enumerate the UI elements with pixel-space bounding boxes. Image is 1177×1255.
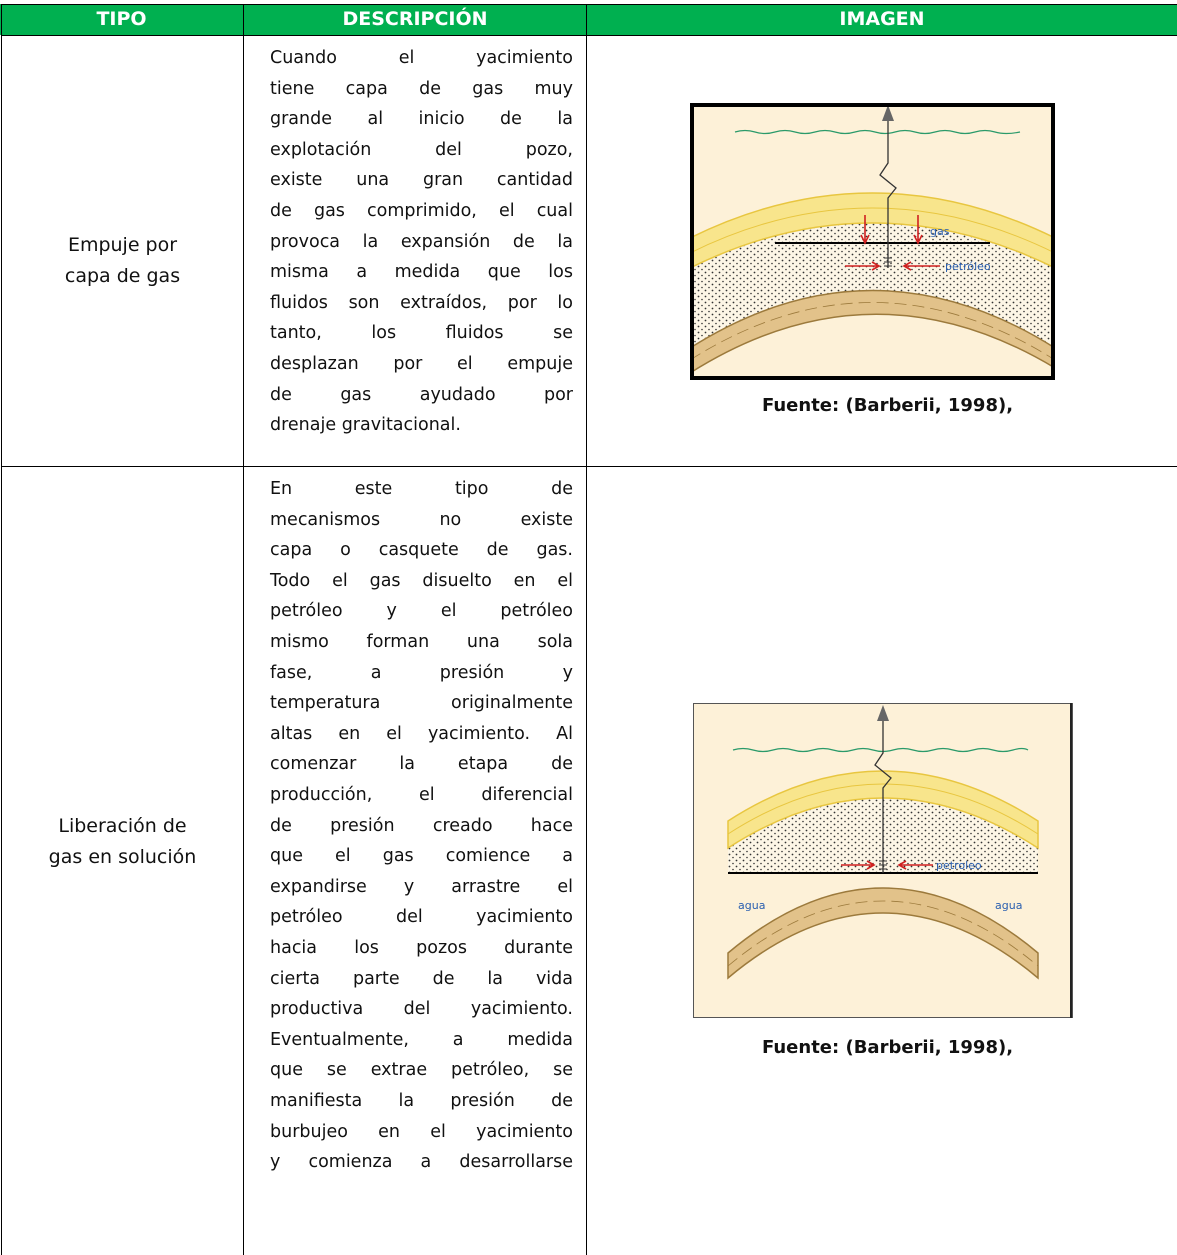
image-caption: Fuente: (Barberii, 1998), [761, 395, 1014, 416]
description-line: tanto, los fluidos se [270, 323, 573, 344]
header-cell: DESCRIPCIÓN [244, 4, 586, 35]
description-line: hacia los pozos durante [270, 938, 573, 958]
description-line: que se extrae petróleo, se [270, 1060, 573, 1081]
description-line: capa o casquete de gas. [270, 540, 573, 561]
header-cell: IMAGEN [587, 4, 1177, 35]
description-line: y comienza a desarrollarse [270, 1152, 573, 1173]
table-border [586, 4, 587, 1255]
description-line: manifiesta la presión de [270, 1091, 573, 1111]
description-line: producción, el diferencial [270, 785, 573, 805]
diagram-label: agua [738, 899, 765, 912]
diagram-label: gas [930, 225, 950, 238]
diagram-label: petróleo [945, 260, 991, 273]
diagram: petroleo agua agua [693, 703, 1073, 1018]
header-cell: TIPO [0, 4, 243, 35]
description-line: En este tipo de [270, 479, 573, 499]
description-line: mismo forman una sola [270, 632, 573, 652]
type-text: Empuje por [67, 233, 178, 256]
table-border [1, 4, 1177, 5]
table-border [243, 4, 244, 1255]
description-line: mecanismos no existe [270, 509, 573, 530]
description-line: temperatura originalmente [270, 693, 573, 714]
description-line: fase, a presión y [270, 662, 573, 683]
description-line: Eventualmente, a medida [270, 1029, 573, 1050]
description-line: Todo el gas disuelto en el [270, 570, 573, 591]
description-line: de gas comprimido, el cual [270, 201, 573, 221]
description-line: comenzar la etapa de [270, 754, 573, 775]
description-line: existe una gran cantidad [270, 170, 573, 191]
description-line: que el gas comience a [270, 846, 573, 867]
image-caption: Fuente: (Barberii, 1998), [761, 1037, 1014, 1058]
description-line: desplazan por el empuje [270, 354, 573, 374]
diagram-label: agua [995, 899, 1022, 912]
type-text: gas en solución [48, 846, 197, 868]
type-text: Liberación de [58, 815, 187, 838]
diagram: gas petróleo [690, 103, 1055, 380]
description-line: petróleo y el petróleo [270, 601, 573, 622]
type-text: capa de gas [64, 264, 181, 287]
table-border [1, 466, 1177, 467]
description-line: fluidos son extraídos, por lo [270, 292, 573, 313]
description-line: de gas ayudado por [270, 384, 573, 405]
description-line: cierta parte de la vida [270, 968, 573, 989]
description-line: expandirse y arrastre el [270, 876, 573, 897]
description-line: petróleo del yacimiento [270, 907, 573, 928]
description-line: misma a medida que los [270, 262, 573, 283]
description-line: drenaje gravitacional. [270, 415, 461, 436]
description-line: provoca la expansión de la [270, 231, 573, 252]
description-line: altas en el yacimiento. Al [270, 723, 573, 744]
table-border [1, 35, 1177, 36]
description-line: explotación del pozo, [270, 139, 573, 160]
description-line: grande al inicio de la [270, 109, 573, 130]
description-line: Cuando el yacimiento [270, 48, 573, 68]
description-line: productiva del yacimiento. [270, 999, 573, 1020]
description-line: tiene capa de gas muy [270, 78, 573, 99]
description-line: burbujeo en el yacimiento [270, 1121, 573, 1142]
description-line: de presión creado hace [270, 815, 573, 836]
table-border [1, 4, 2, 1255]
diagram-label: petroleo [936, 859, 982, 872]
